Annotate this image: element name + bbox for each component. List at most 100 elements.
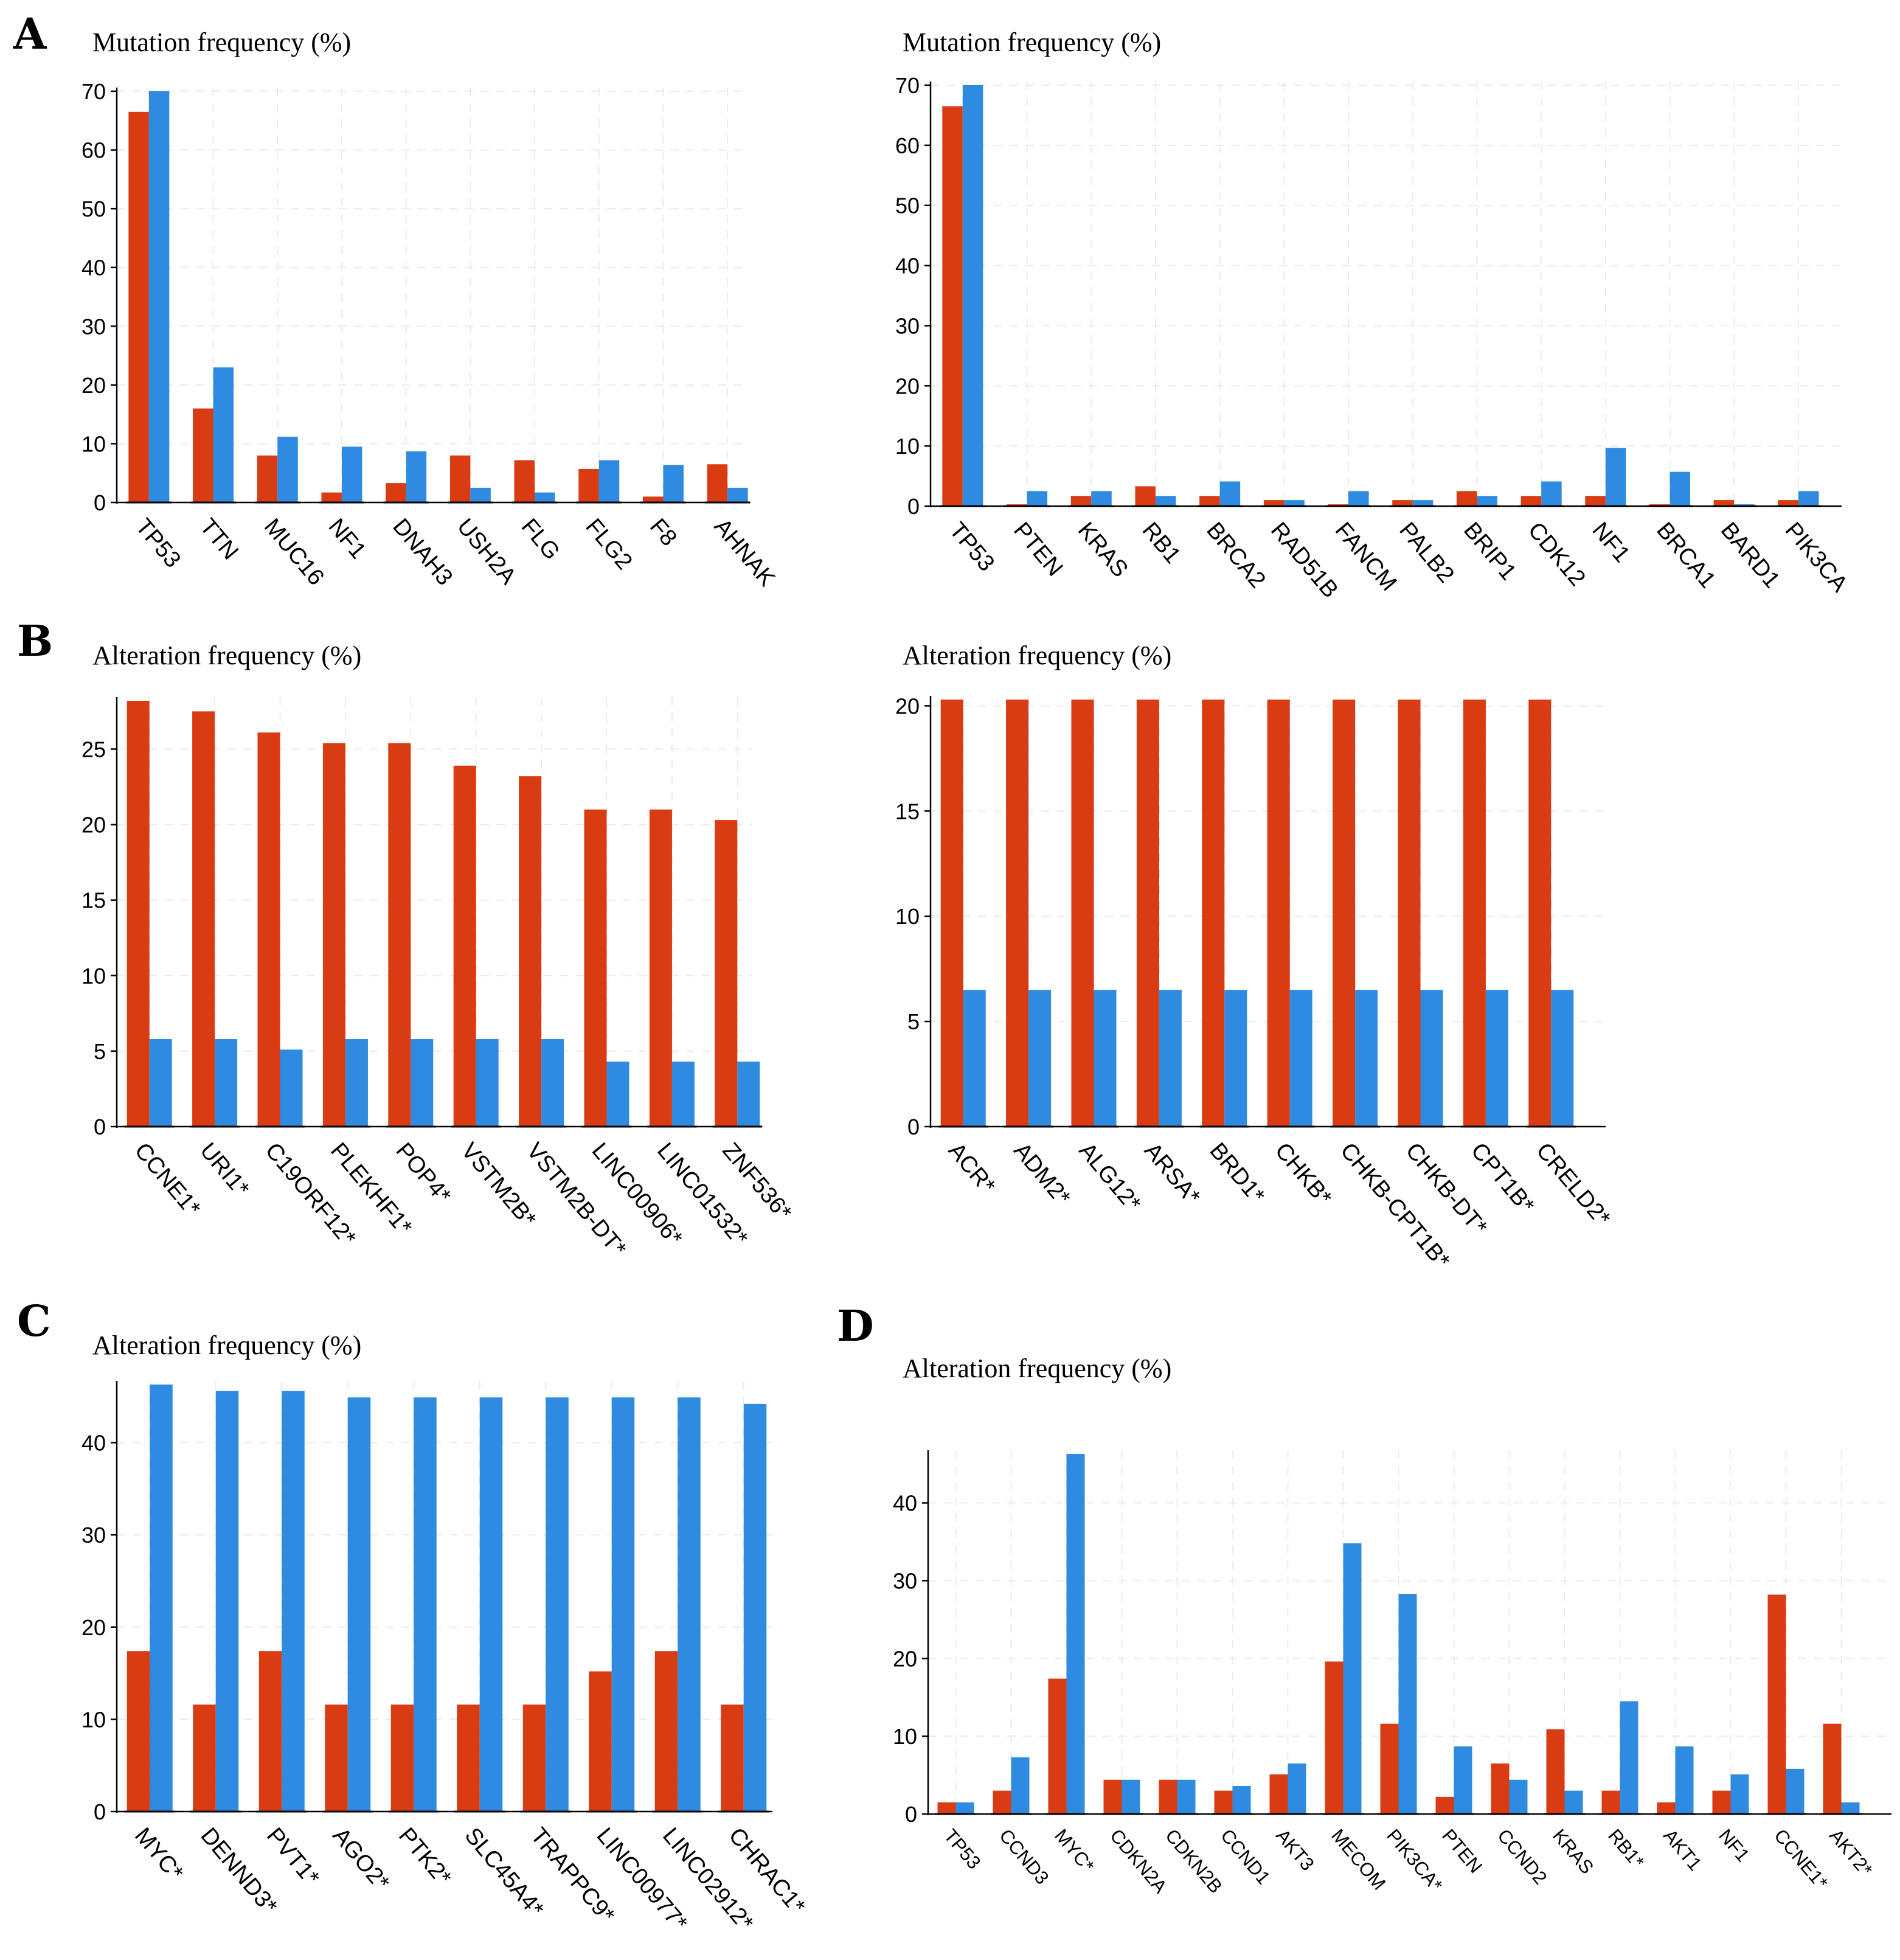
bar: [1457, 491, 1477, 506]
bar: [1348, 491, 1369, 506]
bar: [321, 493, 342, 502]
x-tick-label: FLG: [516, 514, 565, 565]
bar: [523, 1705, 546, 1812]
y-tick-label: 10: [81, 964, 106, 989]
y-tick-label: 70: [895, 73, 920, 98]
x-tick-label: MECOM: [1327, 1825, 1390, 1894]
bar: [546, 1397, 569, 1812]
bar: [1067, 1454, 1085, 1814]
bar: [149, 91, 170, 502]
bar: [1049, 1679, 1067, 1814]
y-tick-label: 40: [895, 254, 920, 279]
bar: [578, 469, 599, 502]
y-tick-label: 20: [81, 373, 106, 398]
series-2: [149, 91, 748, 502]
y-tick-label: 10: [895, 434, 920, 459]
x-tick-label: BARD1: [1716, 518, 1785, 593]
bar: [1159, 1780, 1177, 1814]
x-tick-label: ALG12*: [1074, 1138, 1146, 1217]
x-tick-label: POP4*: [391, 1138, 456, 1209]
bar: [737, 1062, 760, 1127]
bar: [715, 820, 737, 1127]
x-tick-label: AKT3: [1272, 1825, 1319, 1875]
chart-title: Alteration frequency (%): [92, 1330, 361, 1360]
bar: [650, 810, 672, 1127]
x-tick-label: TTN: [195, 514, 243, 565]
x-tick-label: AKT2*: [1825, 1825, 1876, 1880]
x-tick-label: TP53: [945, 518, 1000, 577]
bar: [1477, 496, 1497, 506]
bar: [1620, 1701, 1638, 1814]
bar: [1510, 1780, 1528, 1814]
bar: [213, 367, 234, 502]
chart-title: Mutation frequency (%): [903, 27, 1161, 57]
bar: [1713, 1791, 1731, 1814]
x-tick-label: PTEN: [1438, 1825, 1486, 1877]
x-tick-label: PIK3CA: [1780, 518, 1853, 597]
x-tick-label: RB1*: [1604, 1825, 1648, 1872]
bar: [391, 1705, 414, 1812]
bar: [721, 1705, 744, 1812]
bar: [1657, 1802, 1676, 1814]
y-tick-label: 0: [94, 1114, 106, 1139]
bar: [1333, 700, 1355, 1127]
x-tick-label: CHKB*: [1270, 1138, 1337, 1211]
chart-c: Alteration frequency (%) 010203040MYC* DE…: [81, 1330, 810, 1936]
bar: [963, 990, 986, 1127]
bar: [678, 1397, 701, 1812]
bar: [1798, 491, 1819, 506]
bar: [1006, 700, 1028, 1127]
y-tick-label: 60: [895, 133, 920, 158]
bar: [1104, 1780, 1122, 1814]
bar: [406, 451, 427, 502]
bar: [414, 1397, 437, 1812]
x-tick-label: AGO2*: [328, 1823, 395, 1896]
x-tick-label: TP53: [131, 514, 186, 573]
bar: [1355, 990, 1378, 1127]
y-tick-label: 60: [81, 138, 106, 163]
x-tick-label: URI1*: [195, 1138, 254, 1202]
bar: [707, 464, 728, 502]
y-tick-label: 30: [893, 1568, 917, 1593]
y-tick-label: 25: [81, 737, 106, 762]
chart-title: Mutation frequency (%): [92, 27, 351, 57]
bar: [1454, 1746, 1472, 1814]
y-tick-label: 20: [81, 813, 106, 838]
chart-title: Alteration frequency (%): [903, 1354, 1171, 1383]
bar: [257, 456, 278, 502]
chart-b-right: Alteration frequency (%) 05101520ACR* ADM…: [895, 641, 1615, 1274]
x-tick-label: USH2A: [452, 514, 521, 590]
bar: [519, 776, 541, 1127]
x-tick-label: AKT1: [1659, 1825, 1706, 1875]
chart-d: Alteration frequency (%) 010203040TP53 CC…: [893, 1354, 1891, 1897]
bar: [1823, 1724, 1842, 1814]
x-tick-label: BRIP1: [1458, 518, 1521, 585]
bar: [515, 460, 535, 502]
bar: [1547, 1729, 1565, 1814]
bar: [1122, 1780, 1140, 1814]
bar: [1786, 1769, 1805, 1814]
bar: [258, 732, 280, 1127]
x-tick-label: F8: [645, 514, 682, 551]
y-tick-label: 70: [81, 79, 106, 104]
x-tick-label: KRAS: [1548, 1825, 1598, 1878]
panel-letter-c: C: [17, 1296, 51, 1346]
bar: [192, 711, 215, 1127]
bar: [1135, 486, 1156, 506]
x-tick-label: BRCA1: [1651, 518, 1721, 593]
y-tick-label: 15: [895, 799, 920, 824]
x-tick-label: CRELD2*: [1531, 1138, 1615, 1231]
x-tick-label: ARSA*: [1139, 1138, 1205, 1210]
x-tick-label: CDK12: [1523, 518, 1590, 591]
bar: [938, 1802, 956, 1814]
bar: [1027, 491, 1048, 506]
y-tick-label: 20: [893, 1646, 917, 1671]
bar: [1028, 990, 1051, 1127]
y-tick-label: 10: [81, 1707, 106, 1732]
bar: [215, 1039, 237, 1127]
bar: [599, 460, 620, 502]
bar: [1585, 496, 1606, 506]
bar: [607, 1062, 629, 1127]
bar: [1521, 496, 1542, 506]
bar: [1842, 1802, 1860, 1814]
